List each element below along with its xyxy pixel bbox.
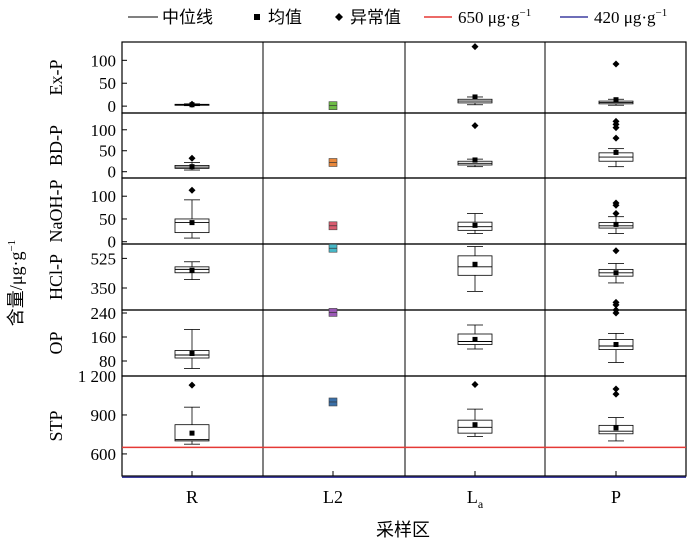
y-tick-label-bd-p-0: 0 — [108, 163, 117, 182]
panel-label-bd-p: BD-P — [46, 125, 66, 166]
mean-marker-ex-p-p — [613, 97, 619, 103]
panel-frame-stp — [121, 375, 687, 477]
outlier-stp-p-0 — [612, 390, 620, 398]
y-tick-label-naoh-p-1: 50 — [99, 210, 116, 229]
mean-marker-hcl-p-r — [189, 267, 195, 273]
mean-marker-naoh-p-p — [613, 221, 619, 227]
legend-median-label: 中位线 — [162, 8, 213, 27]
outlier-naoh-p-p-2 — [612, 199, 620, 207]
legend-mean-label: 均值 — [268, 8, 302, 27]
panel-frame-naoh-p — [121, 177, 687, 245]
y-tick-label-bd-p-2: 100 — [91, 121, 117, 140]
y-tick-label-hcl-p-0: 350 — [91, 279, 117, 298]
y-tick-label-hcl-p-1: 525 — [91, 249, 117, 268]
x-tick-label-p: P — [611, 487, 621, 507]
outlier-naoh-p-r-0 — [188, 186, 196, 194]
mean-marker-bd-p-p — [613, 149, 619, 155]
y-tick-label-bd-p-1: 50 — [99, 142, 116, 161]
legend-outlier-label: 异常值 — [350, 8, 401, 27]
legend-line1-label: 650 μg·g−1 — [458, 7, 531, 27]
outlier-bd-p-la-0 — [471, 122, 479, 130]
mean-marker-stp-la — [472, 422, 478, 428]
outlier-ex-p-r-0 — [188, 100, 196, 108]
panel-label-ex-p: Ex-P — [46, 60, 66, 96]
mean-marker-bd-p-r — [189, 164, 195, 170]
x-tick-labels: R L2 La P — [186, 487, 621, 511]
panel-label-stp: STP — [46, 410, 66, 441]
legend-line2-label: 420 μg·g−1 — [594, 7, 667, 27]
mean-marker-bd-p-la — [472, 157, 478, 163]
mean-marker-hcl-p-la — [472, 261, 478, 267]
x-tick-label-l2: L2 — [323, 487, 343, 507]
outlier-bd-p-p-0 — [612, 134, 620, 142]
y-tick-label-stp-2: 1 200 — [78, 367, 116, 386]
outlier-stp-la-0 — [471, 380, 479, 388]
outlier-stp-r-0 — [188, 381, 196, 389]
x-axis-title: 采样区 — [376, 520, 430, 540]
outlier-ex-p-p-0 — [612, 60, 620, 68]
mean-marker-op-r — [189, 351, 195, 356]
y-tick-label-ex-p-1: 50 — [99, 74, 116, 93]
panel-label-op: OP — [46, 331, 66, 354]
y-tick-label-stp-0: 600 — [91, 445, 117, 464]
panel-label-hcl-p: HCl-P — [46, 254, 66, 300]
y-tick-label-op-1: 160 — [91, 328, 117, 347]
y-axis-title: 含量/μg·g−1 — [6, 240, 26, 326]
y-tick-label-naoh-p-2: 100 — [91, 187, 117, 206]
outlier-hcl-p-p-2 — [612, 301, 620, 309]
mean-marker-stp-r — [189, 430, 195, 436]
outlier-ex-p-la-0 — [471, 43, 479, 51]
mean-marker-naoh-p-r — [189, 220, 195, 226]
legend-outlier-swatch — [335, 13, 343, 21]
outlier-stp-p-1 — [612, 385, 620, 393]
x-tick-label-la: La — [467, 487, 484, 511]
mean-marker-hcl-p-p — [613, 270, 619, 276]
outlier-bd-p-p-3 — [612, 117, 620, 125]
x-tick-label-r: R — [186, 487, 198, 507]
y-tick-label-ex-p-2: 100 — [91, 51, 117, 70]
legend: 中位线 均值 异常值 650 μg·g−1 420 μg·g−1 — [128, 7, 667, 27]
outlier-naoh-p-p-0 — [612, 210, 620, 218]
y-tick-label-op-2: 240 — [91, 304, 117, 323]
mean-marker-ex-p-la — [472, 94, 478, 100]
mean-marker-op-p — [613, 342, 619, 347]
mean-marker-stp-p — [613, 425, 619, 431]
legend-mean-swatch — [254, 14, 260, 20]
y-tick-label-naoh-p-0: 0 — [108, 233, 117, 252]
y-tick-label-stp-1: 900 — [91, 406, 117, 425]
panels: 0 50 100 Ex-P 0 50 100 BD-P 0 50 100 NaOH-P 350 525 HC… — [46, 41, 687, 479]
outlier-op-p-1 — [612, 306, 620, 314]
outlier-bd-p-r-0 — [188, 154, 196, 162]
y-tick-label-ex-p-0: 0 — [108, 97, 117, 116]
mean-marker-op-la — [472, 336, 478, 342]
mean-marker-naoh-p-la — [472, 222, 478, 228]
outlier-hcl-p-p-0 — [612, 247, 620, 255]
y-tick-label-op-0: 80 — [99, 352, 116, 371]
panel-label-naoh-p: NaOH-P — [46, 180, 66, 243]
panel-frame-hcl-p — [121, 243, 687, 311]
